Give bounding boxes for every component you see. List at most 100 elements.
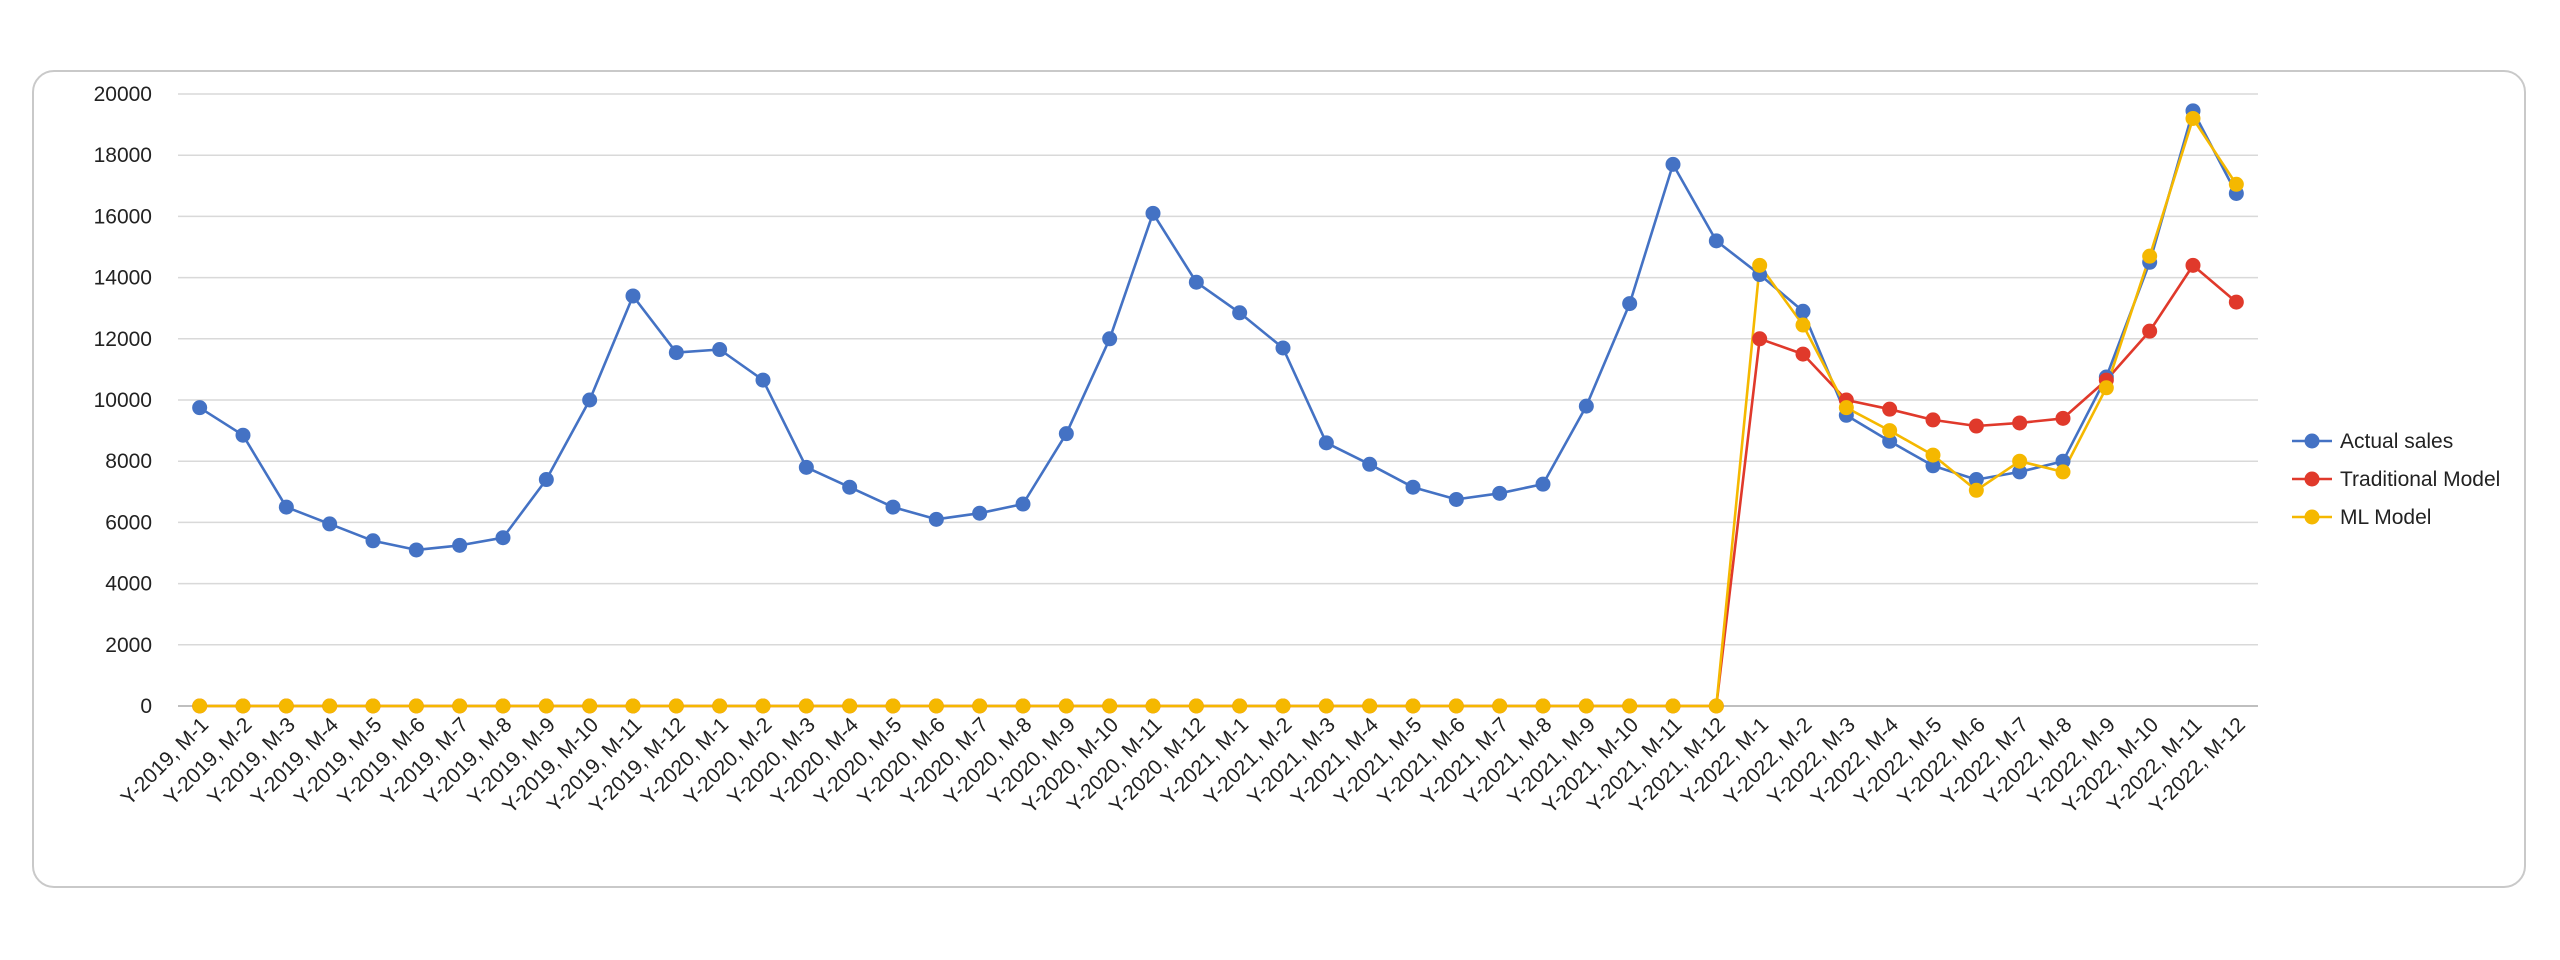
data-point-ml-model — [1752, 257, 1768, 273]
data-point-actual-sales — [1795, 303, 1811, 319]
data-point-actual-sales — [495, 530, 511, 546]
legend-marker-ml-model — [2304, 509, 2320, 525]
data-point-actual-sales — [1708, 233, 1724, 249]
legend-marker-actual-sales — [2304, 433, 2320, 449]
y-tick-label: 20000 — [94, 83, 152, 106]
data-point-actual-sales — [1448, 491, 1464, 507]
data-point-actual-sales — [668, 345, 684, 361]
data-point-ml-model — [1405, 698, 1421, 714]
data-point-actual-sales — [712, 342, 728, 358]
y-tick-label: 0 — [140, 695, 152, 718]
data-point-ml-model — [625, 698, 641, 714]
data-point-ml-model — [1882, 423, 1898, 439]
data-point-traditional-model — [2055, 410, 2071, 426]
data-point-actual-sales — [452, 537, 468, 553]
data-point-actual-sales — [842, 479, 858, 495]
series-line-traditional-model — [199, 264, 2238, 708]
data-point-ml-model — [1838, 400, 1854, 416]
data-point-actual-sales — [192, 400, 208, 416]
data-point-actual-sales — [365, 533, 381, 549]
legend-label-ml-model: ML Model — [2340, 506, 2431, 529]
data-point-ml-model — [1102, 698, 1118, 714]
data-point-ml-model — [452, 698, 468, 714]
data-point-ml-model — [582, 698, 598, 714]
data-point-actual-sales — [798, 459, 814, 475]
data-point-ml-model — [538, 698, 554, 714]
legend: Actual sales Traditional Model ML Model — [2292, 430, 2500, 529]
data-point-traditional-model — [2142, 323, 2158, 339]
data-point-ml-model — [755, 698, 771, 714]
data-point-ml-model — [798, 698, 814, 714]
data-point-ml-model — [278, 698, 294, 714]
data-point-ml-model — [495, 698, 511, 714]
legend-label-traditional-model: Traditional Model — [2340, 468, 2500, 491]
data-point-actual-sales — [928, 511, 944, 527]
x-axis-ticks: Y-2019, M-1Y-2019, M-2Y-2019, M-3Y-2019,… — [117, 713, 2250, 818]
data-point-actual-sales — [1882, 433, 1898, 449]
data-point-actual-sales — [582, 392, 598, 408]
data-point-actual-sales — [408, 542, 424, 558]
data-point-actual-sales — [1622, 296, 1638, 312]
data-point-ml-model — [1448, 698, 1464, 714]
data-point-ml-model — [1535, 698, 1551, 714]
data-point-ml-model — [2098, 380, 2114, 396]
data-point-actual-sales — [1535, 476, 1551, 492]
y-tick-label: 16000 — [94, 205, 152, 228]
data-point-ml-model — [668, 698, 684, 714]
data-point-ml-model — [1492, 698, 1508, 714]
data-point-actual-sales — [1318, 435, 1334, 451]
data-point-traditional-model — [1795, 346, 1811, 362]
data-point-actual-sales — [1015, 496, 1031, 512]
data-point-ml-model — [1145, 698, 1161, 714]
data-point-ml-model — [2185, 110, 2201, 126]
data-point-ml-model — [842, 698, 858, 714]
data-point-ml-model — [322, 698, 338, 714]
data-point-ml-model — [1925, 447, 1941, 463]
data-point-ml-model — [885, 698, 901, 714]
data-point-actual-sales — [2055, 453, 2071, 469]
series-markers — [192, 103, 2244, 714]
y-tick-label: 10000 — [94, 389, 152, 412]
data-point-actual-sales — [322, 516, 338, 532]
data-point-actual-sales — [2012, 464, 2028, 480]
data-point-actual-sales — [1665, 156, 1681, 172]
data-point-actual-sales — [1968, 472, 1984, 488]
data-point-actual-sales — [1102, 331, 1118, 347]
data-point-ml-model — [365, 698, 381, 714]
data-point-ml-model — [2055, 464, 2071, 480]
data-point-ml-model — [235, 698, 251, 714]
data-point-actual-sales — [755, 372, 771, 388]
data-point-actual-sales — [1405, 479, 1421, 495]
data-point-traditional-model — [2228, 294, 2244, 310]
data-point-actual-sales — [885, 499, 901, 515]
y-tick-label: 2000 — [105, 634, 152, 657]
data-point-ml-model — [2012, 453, 2028, 469]
data-point-ml-model — [1058, 698, 1074, 714]
data-point-ml-model — [928, 698, 944, 714]
y-tick-label: 8000 — [105, 450, 152, 473]
data-point-ml-model — [408, 698, 424, 714]
data-point-traditional-model — [2185, 257, 2201, 273]
legend-label-actual-sales: Actual sales — [2340, 430, 2453, 453]
data-point-actual-sales — [972, 505, 988, 521]
data-point-ml-model — [2142, 248, 2158, 264]
data-point-actual-sales — [1188, 274, 1204, 290]
data-point-actual-sales — [1492, 485, 1508, 501]
data-point-actual-sales — [538, 472, 554, 488]
data-point-ml-model — [192, 698, 208, 714]
data-point-ml-model — [1188, 698, 1204, 714]
data-point-ml-model — [1968, 482, 1984, 498]
data-point-ml-model — [1708, 698, 1724, 714]
data-point-actual-sales — [1058, 426, 1074, 442]
data-point-actual-sales — [625, 288, 641, 304]
gridlines — [178, 93, 2258, 646]
data-point-traditional-model — [2012, 415, 2028, 431]
data-point-actual-sales — [1145, 205, 1161, 221]
data-point-ml-model — [712, 698, 728, 714]
data-point-ml-model — [1795, 317, 1811, 333]
y-tick-label: 12000 — [94, 328, 152, 351]
y-tick-label: 6000 — [105, 511, 152, 534]
data-point-ml-model — [1015, 698, 1031, 714]
series-line-ml-model — [199, 117, 2238, 708]
